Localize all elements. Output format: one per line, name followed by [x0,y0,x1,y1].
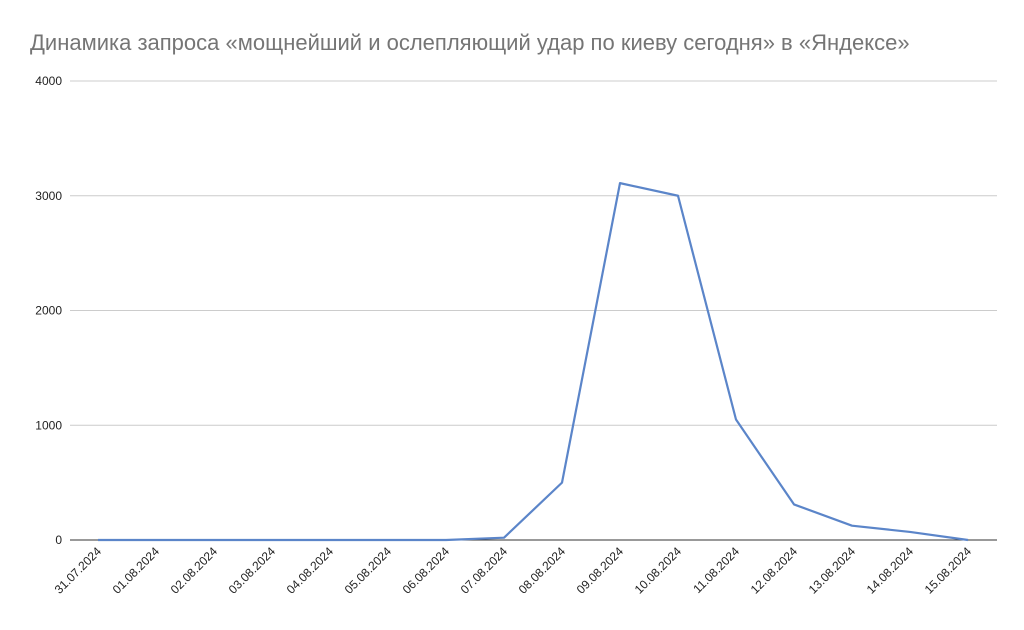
x-tick-label: 09.08.2024 [574,544,627,597]
y-tick-label: 2000 [35,304,62,318]
line [98,182,969,542]
x-tick-label: 01.08.2024 [110,544,163,597]
y-tick-label: 1000 [35,418,62,432]
x-tick-label: 11.08.2024 [690,544,742,596]
x-tick-label: 02.08.2024 [168,544,221,597]
x-tick-label: 31.07.2024 [52,544,105,597]
x-tick-label: 04.08.2024 [284,544,337,597]
y-tick-label: 4000 [35,74,62,88]
chart-title: Динамика запроса «мощнейший и ослепляющи… [30,30,910,55]
x-tick-label: 06.08.2024 [400,544,453,597]
x-tick-label: 14.08.2024 [864,544,917,597]
x-tick-label: 08.08.2024 [516,544,569,597]
x-tick-label: 12.08.2024 [748,544,801,597]
x-tick-label: 03.08.2024 [226,544,279,597]
x-tick-label: 13.08.2024 [806,544,859,597]
x-tick-label: 07.08.2024 [458,544,511,597]
y-tick-label: 3000 [35,189,62,203]
y-tick-label: 0 [55,533,62,547]
x-tick-label: 10.08.2024 [632,544,685,597]
x-tick-label: 15.08.2024 [922,544,975,597]
x-tick-label: 05.08.2024 [342,544,395,597]
